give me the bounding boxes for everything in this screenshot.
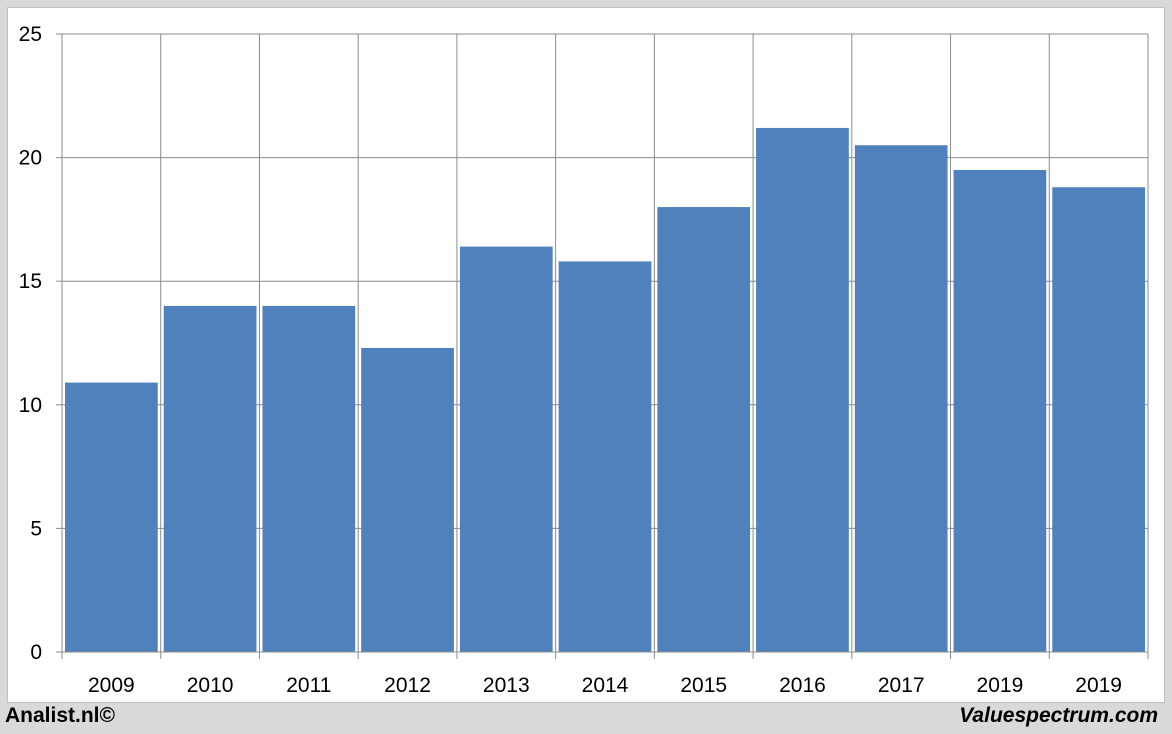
y-tick-label: 25 bbox=[19, 23, 42, 46]
bar bbox=[262, 305, 356, 652]
bar bbox=[756, 127, 849, 653]
y-tick-label: 10 bbox=[19, 394, 42, 417]
bar bbox=[1052, 187, 1145, 652]
x-tick-label: 2019 bbox=[977, 674, 1024, 697]
y-tick-label: 0 bbox=[30, 641, 42, 664]
y-tick-label: 20 bbox=[19, 147, 42, 170]
x-tick-label: 2015 bbox=[680, 674, 727, 697]
x-tick-label: 2019 bbox=[1075, 674, 1122, 697]
x-tick-label: 2013 bbox=[483, 674, 530, 697]
bar bbox=[361, 347, 454, 652]
x-tick-label: 2016 bbox=[779, 674, 826, 697]
x-tick-label: 2012 bbox=[384, 674, 431, 697]
bar bbox=[953, 169, 1047, 652]
x-tick-label: 2017 bbox=[878, 674, 925, 697]
y-tick-labels: 0 5 10 15 20 25 bbox=[19, 23, 42, 664]
axes bbox=[56, 33, 1149, 659]
bar bbox=[65, 382, 158, 652]
y-tick-label: 15 bbox=[19, 270, 42, 293]
x-tick-label: 2011 bbox=[286, 674, 331, 697]
x-tick-label: 2009 bbox=[88, 674, 135, 697]
x-tick-label: 2014 bbox=[582, 674, 629, 697]
footer-source-right: Valuespectrum.com bbox=[959, 704, 1158, 727]
y-tick-label: 5 bbox=[30, 517, 42, 540]
x-tick-label: 2010 bbox=[187, 674, 234, 697]
bar bbox=[854, 145, 948, 653]
x-tick-labels: 2009 2010 2011 2012 2013 2014 2015 2016 2017 2019… bbox=[88, 674, 1122, 697]
bar bbox=[459, 246, 553, 653]
bars bbox=[65, 127, 1145, 653]
bar bbox=[558, 261, 652, 652]
footer-source-left: Analist.nl© bbox=[5, 704, 115, 727]
bar bbox=[163, 305, 257, 652]
bar bbox=[657, 207, 751, 653]
